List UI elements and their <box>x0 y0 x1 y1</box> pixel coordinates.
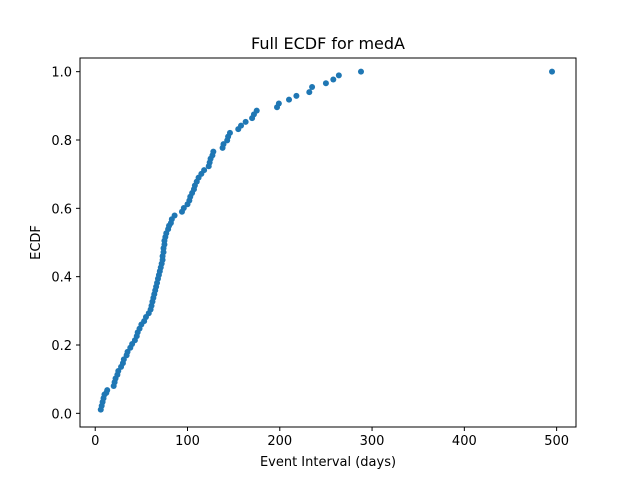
data-point <box>201 167 208 174</box>
x-tick-label: 200 <box>267 434 292 449</box>
data-points <box>97 68 556 413</box>
data-point <box>293 92 300 99</box>
x-axis-label: Event Interval (days) <box>260 455 396 470</box>
data-point <box>286 96 293 103</box>
data-point <box>180 204 187 211</box>
x-tick-label: 100 <box>175 434 200 449</box>
data-point <box>549 68 556 75</box>
data-point <box>242 118 249 125</box>
y-tick-label: 1.0 <box>51 66 72 81</box>
x-tick-label: 500 <box>544 434 569 449</box>
data-point <box>335 72 342 79</box>
y-axis-ticks: 0.0 0.2 0.4 0.6 0.8 1.0 <box>51 66 80 422</box>
data-point <box>253 107 260 114</box>
y-tick-label: 0.8 <box>51 134 72 149</box>
data-point <box>306 89 313 96</box>
data-point <box>309 84 316 91</box>
data-point <box>238 122 245 129</box>
data-point <box>330 76 337 83</box>
data-point <box>104 387 111 394</box>
chart-title: Full ECDF for medA <box>251 34 405 53</box>
data-point <box>220 141 227 148</box>
y-tick-label: 0.4 <box>51 271 72 286</box>
x-axis-ticks: 0 100 200 300 400 500 <box>91 427 569 449</box>
data-point <box>322 80 329 87</box>
data-point <box>210 148 217 155</box>
y-tick-label: 0.6 <box>51 202 72 217</box>
x-tick-label: 300 <box>360 434 385 449</box>
data-point <box>226 129 233 136</box>
y-tick-label: 0.2 <box>51 339 72 354</box>
y-axis-label: ECDF <box>29 225 44 260</box>
x-tick-label: 400 <box>452 434 477 449</box>
axes-frame <box>79 57 577 428</box>
data-point <box>275 100 282 107</box>
y-tick-label: 0.0 <box>51 407 72 422</box>
x-tick-label: 0 <box>91 434 99 449</box>
data-point <box>171 212 178 219</box>
data-point <box>357 68 364 75</box>
